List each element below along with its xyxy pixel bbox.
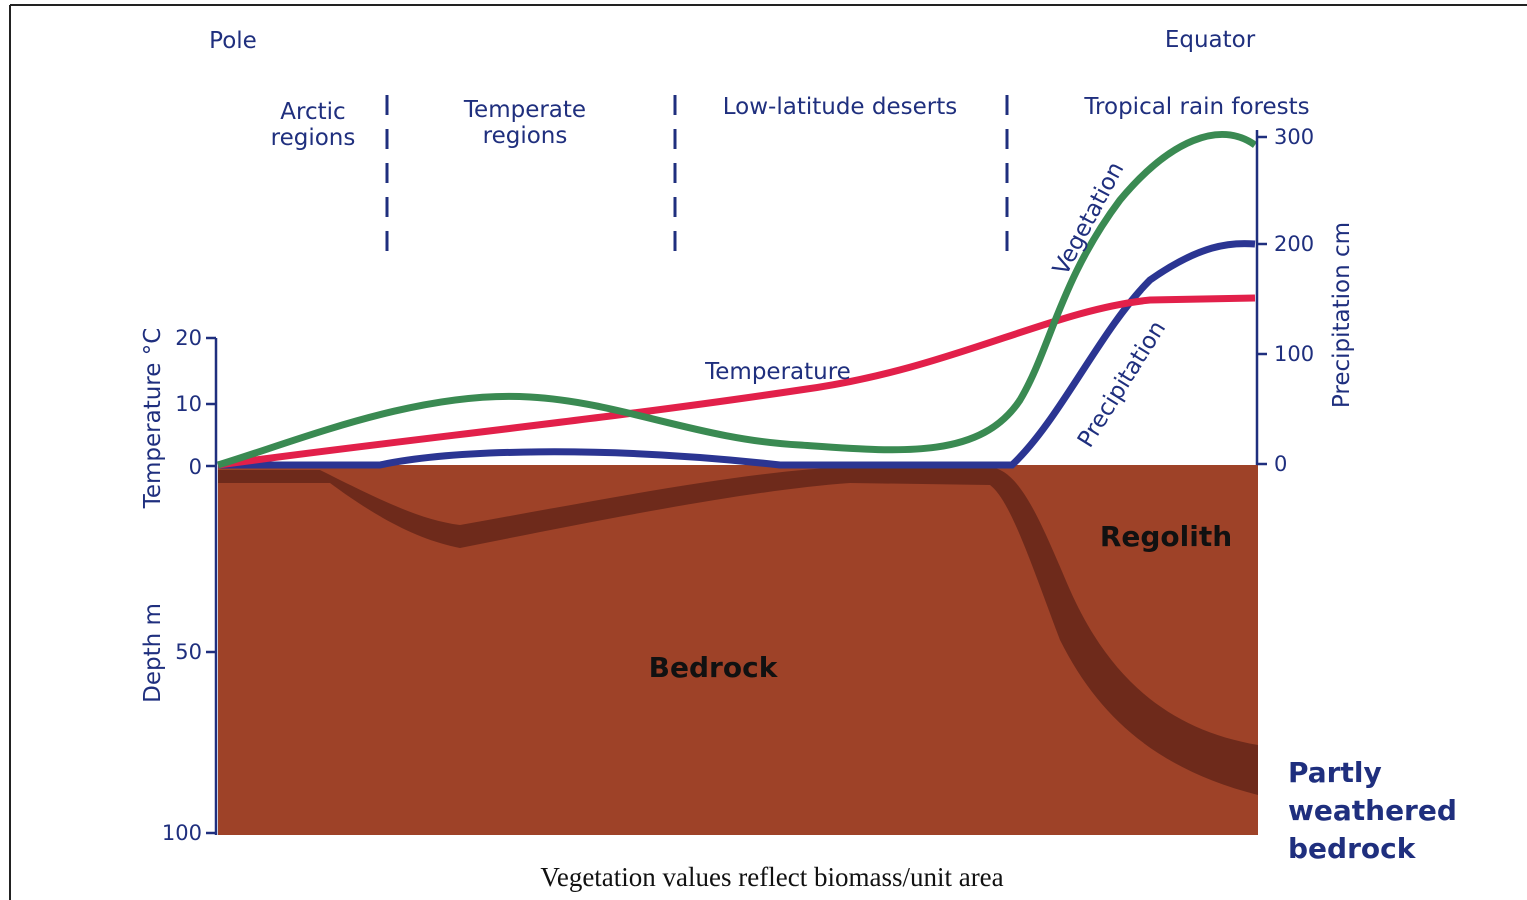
- curve-label: Vegetation: [1048, 158, 1129, 280]
- layer-label: Regolith: [1100, 520, 1232, 553]
- tick-label: 0: [1274, 452, 1287, 476]
- zone-label: regions: [271, 125, 356, 151]
- zone-label: regions: [483, 123, 568, 149]
- tick-label: 0: [189, 455, 202, 479]
- layer-label: bedrock: [1288, 832, 1417, 865]
- axis-title: Depth m: [140, 603, 166, 703]
- tick-label: 10: [175, 392, 202, 416]
- zone-label: Tropical rain forests: [1083, 94, 1309, 120]
- caption: Vegetation values reflect biomass/unit a…: [540, 862, 1003, 892]
- zone-label: Temperate: [463, 97, 586, 123]
- curve-label: Temperature: [704, 359, 851, 385]
- diagram: Pole Equator Arctic regions Temperate re…: [0, 0, 1527, 900]
- zone-label: Low-latitude deserts: [723, 94, 957, 120]
- tick-label: 200: [1274, 232, 1314, 256]
- equator-label: Equator: [1165, 27, 1256, 53]
- pole-label: Pole: [209, 28, 257, 54]
- tick-label: 20: [175, 326, 202, 350]
- layer-label: Partly: [1288, 756, 1382, 789]
- layer-label: weathered: [1288, 794, 1457, 827]
- zone-label: Arctic: [280, 99, 345, 125]
- tick-label: 100: [162, 821, 202, 845]
- tick-label: 100: [1274, 342, 1314, 366]
- axis-title: Temperature °C: [140, 328, 166, 510]
- tick-label: 300: [1274, 125, 1314, 149]
- curve-label: Precipitation: [1073, 316, 1171, 452]
- axis-title: Precipitation cm: [1329, 222, 1355, 408]
- tick-label: 50: [175, 640, 202, 664]
- layer-label: Bedrock: [649, 651, 779, 684]
